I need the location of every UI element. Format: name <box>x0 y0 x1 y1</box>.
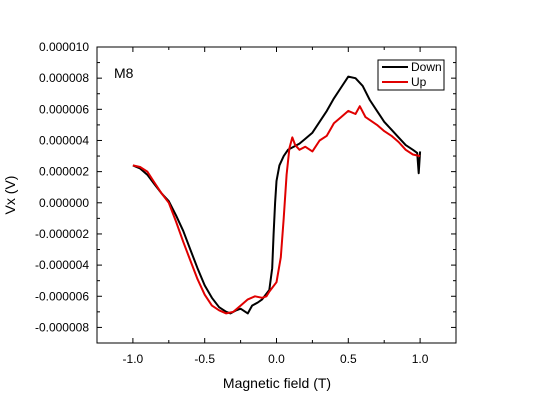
legend-label-up: Up <box>411 75 427 89</box>
chart-annotation: M8 <box>114 65 134 81</box>
series-layer <box>132 75 422 315</box>
legend-label-down: Down <box>411 60 442 74</box>
x-axis: -1.0 -0.5 0.0 0.5 1.0 <box>96 47 457 366</box>
y-tick-label: -0.000008 <box>35 320 89 334</box>
series-line-down <box>132 75 422 315</box>
legend: Down Up <box>377 59 445 91</box>
x-tick-label: 0.5 <box>340 352 357 366</box>
y-axis-label: Vx (V) <box>2 176 18 215</box>
y-tick-label: -0.000006 <box>35 289 89 303</box>
y-tick-label: 0.000002 <box>39 165 89 179</box>
y-tick-label: 0.000006 <box>39 102 89 116</box>
x-axis-label: Magnetic field (T) <box>223 375 331 391</box>
y-tick-label: 0.000010 <box>39 40 89 54</box>
y-axis: 0.000010 0.000008 0.000006 0.000004 0.000002… <box>35 40 456 334</box>
x-tick-label: 0.0 <box>268 352 285 366</box>
y-tick-label: 0.000004 <box>39 133 89 147</box>
y-tick-label: 0.000008 <box>39 71 89 85</box>
y-tick-label: -0.000004 <box>35 258 89 272</box>
y-tick-label: 0.000000 <box>39 196 89 210</box>
x-tick-label: -1.0 <box>123 352 144 366</box>
x-tick-label: -0.5 <box>194 352 215 366</box>
series-line-up <box>132 105 421 315</box>
x-tick-label: 1.0 <box>412 352 429 366</box>
y-tick-label: -0.000002 <box>35 227 89 241</box>
legend-box <box>377 59 445 91</box>
